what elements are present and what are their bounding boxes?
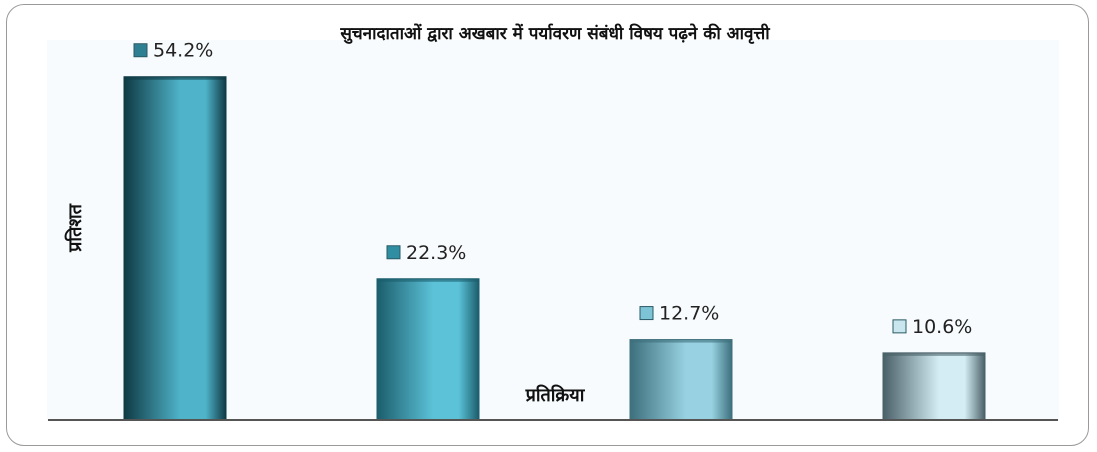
bar-3 bbox=[629, 339, 733, 421]
bar-1 bbox=[123, 76, 227, 421]
bars-group: 54.2% 22.3% 12.7% 10.6% bbox=[123, 40, 986, 421]
data-label-4: 10.6% bbox=[912, 316, 972, 338]
y-axis-label: प्रतिशत bbox=[64, 203, 86, 252]
bar-4 bbox=[882, 352, 986, 421]
data-label-2: 22.3% bbox=[406, 242, 466, 264]
bar-cap-1 bbox=[124, 76, 226, 80]
data-label-1: 54.2% bbox=[153, 40, 213, 62]
x-axis-label: प्रतिक्रिया bbox=[525, 384, 586, 406]
bar-cap-2 bbox=[377, 278, 479, 282]
data-label-marker-1 bbox=[133, 43, 148, 58]
data-label-marker-4 bbox=[892, 319, 907, 334]
data-label-3: 12.7% bbox=[659, 303, 719, 325]
bar-2 bbox=[376, 278, 480, 421]
chart-title: सुचनादाताओं द्वारा अखबार में पर्यावरण सं… bbox=[339, 23, 770, 44]
bar-cap-3 bbox=[630, 339, 732, 343]
data-label-marker-2 bbox=[386, 245, 401, 260]
bar-cap-4 bbox=[883, 352, 985, 356]
data-label-marker-3 bbox=[639, 306, 654, 321]
